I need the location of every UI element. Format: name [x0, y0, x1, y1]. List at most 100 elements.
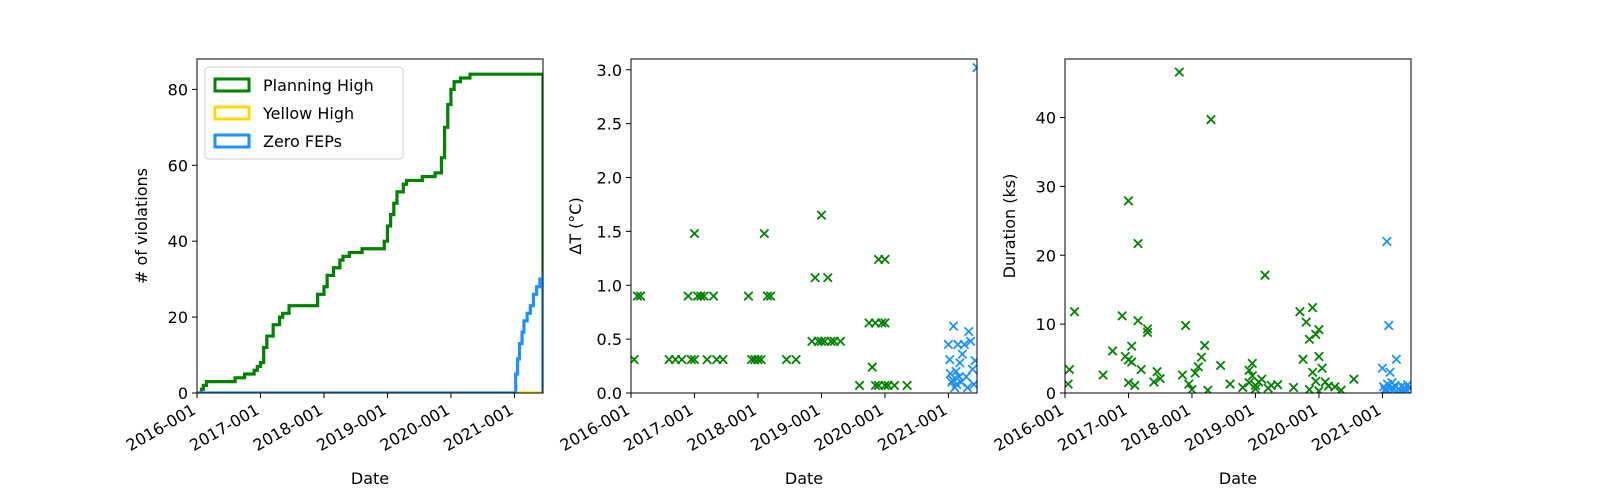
y-tick-label: 1.0	[597, 276, 622, 295]
plot-data	[631, 62, 977, 393]
scatter-point	[954, 372, 965, 382]
scatter-point	[1307, 367, 1318, 378]
scatter-point	[816, 210, 827, 221]
scatter-point	[702, 354, 713, 365]
y-tick-label: 40	[1036, 109, 1056, 128]
scatter-point	[826, 336, 836, 347]
scatter-point	[963, 326, 974, 337]
violations-count-panel: 0 20 40 60 80 2016-0012017-0012018-0012019-00…	[123, 58, 544, 488]
legend-label: Zero FEPs	[263, 132, 342, 151]
x-tick-label: 2018-001	[684, 400, 760, 455]
scatter-point	[1256, 374, 1267, 385]
y-tick-label: 40	[168, 232, 188, 251]
scatter-point	[870, 380, 881, 391]
delta-t-panel: 0.00.51.01.52.02.53.02016-0012017-001201…	[557, 58, 978, 488]
scatter-point	[1199, 340, 1210, 351]
scatter-point	[1187, 384, 1197, 393]
scatter-point	[880, 254, 890, 265]
scatter-point	[1152, 366, 1162, 377]
scatter-point	[962, 382, 973, 393]
scatter-point	[1133, 238, 1143, 249]
y-axis-label: ΔT (°C)	[566, 197, 585, 254]
duration-panel: 0 10 20 30 40 2016-0012017-0012018-0012019-00…	[991, 58, 1412, 488]
y-tick-label: 10	[1036, 315, 1056, 334]
scatter-point	[1317, 363, 1327, 374]
legend-swatch	[213, 133, 251, 149]
scatter-point	[1304, 334, 1315, 345]
scatter-point	[1382, 379, 1393, 389]
x-tick-label: 2021-001	[874, 400, 950, 455]
scatter-point	[944, 354, 955, 365]
scatter-point	[1336, 385, 1347, 393]
plot-frame	[196, 58, 544, 394]
scatter-point	[756, 354, 766, 365]
scatter-point	[1377, 363, 1388, 374]
scatter-point	[765, 291, 776, 301]
scatter-point	[1250, 384, 1261, 393]
x-tick-label: 2016-001	[557, 400, 633, 455]
scatter-point	[1288, 382, 1299, 393]
scatter-point	[1314, 351, 1324, 362]
x-tick-label: 2017-001	[1054, 400, 1130, 455]
scatter-point	[1180, 320, 1191, 331]
scatter-point	[945, 368, 956, 379]
scatter-point	[1237, 382, 1248, 393]
scatter-point	[948, 321, 959, 332]
scatter-point	[967, 364, 977, 375]
scatter-point	[1174, 67, 1185, 77]
scatter-point	[1225, 379, 1235, 389]
scatter-point	[1310, 329, 1321, 340]
scatter-point	[972, 62, 977, 73]
scatter-point	[1404, 383, 1411, 393]
plot-frame	[630, 58, 978, 394]
legend-label: Planning High	[263, 76, 374, 95]
scatter-point	[1244, 365, 1254, 376]
y-tick-label: 80	[168, 80, 188, 99]
scatter-point	[1126, 341, 1137, 352]
scatter-point	[699, 291, 709, 301]
scatter-point	[1329, 381, 1340, 392]
scatter-point	[951, 366, 961, 377]
scatter-point	[1136, 364, 1147, 375]
y-tick-label: 0	[1046, 384, 1056, 403]
scatter-point	[1133, 315, 1143, 326]
scatter-point	[1098, 370, 1108, 380]
scatter-point	[1314, 386, 1324, 393]
x-axis-label: Date	[785, 469, 823, 488]
y-tick-label: 1.5	[597, 222, 622, 241]
scatter-point	[1247, 358, 1258, 369]
scatter-point	[1206, 114, 1216, 125]
scatter-point	[880, 318, 890, 328]
scatter-point	[816, 336, 827, 347]
scatter-point	[632, 291, 643, 301]
scatter-point	[686, 354, 697, 365]
scatter-point	[695, 291, 706, 301]
series-line-zero-feps	[197, 271, 543, 393]
x-tick-label: 2020-001	[1245, 400, 1321, 455]
x-tick-label: 2016-001	[991, 400, 1067, 455]
y-tick-label: 0.0	[597, 384, 622, 403]
scatter-point	[880, 380, 890, 391]
y-tick-label: 2.0	[597, 169, 622, 188]
y-tick-label: 0.5	[597, 330, 622, 349]
plot-frame	[1064, 58, 1412, 394]
scatter-point	[943, 339, 954, 350]
scatter-point	[1304, 384, 1315, 393]
scatter-point	[759, 228, 770, 239]
x-tick-label: 2019-001	[313, 400, 389, 455]
y-tick-label: 20	[168, 308, 188, 327]
y-tick-label: 3.0	[597, 61, 622, 80]
scatter-point	[753, 354, 763, 365]
scatter-point	[902, 380, 913, 391]
scatter-point	[1155, 373, 1166, 384]
scatter-point	[957, 349, 968, 360]
scatter-point	[1177, 370, 1188, 380]
scatter-point	[781, 354, 792, 365]
scatter-point	[1183, 379, 1194, 389]
scatter-point	[635, 291, 646, 301]
legend-swatch	[213, 105, 251, 121]
scatter-point	[1203, 385, 1213, 393]
scatter-point	[791, 354, 801, 365]
scatter-point	[959, 339, 970, 350]
